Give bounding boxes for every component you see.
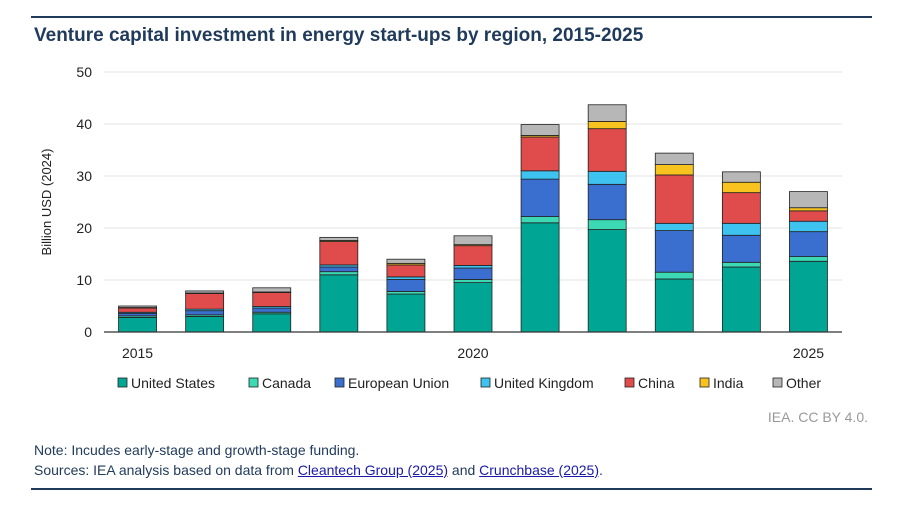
credit-label: IEA. CC BY 4.0. [767, 409, 868, 425]
bar-segment [252, 287, 292, 293]
y-tick-label: 10 [76, 272, 92, 288]
y-axis-label: Billion USD (2024) [39, 149, 54, 256]
bar-segment [587, 170, 627, 185]
legend-swatch [480, 377, 491, 388]
bar-segment [453, 267, 493, 280]
bar-segment [453, 282, 493, 333]
legend-swatch [117, 377, 128, 388]
legend-swatch [248, 377, 259, 388]
bar-segment [386, 279, 426, 292]
bar-segment [654, 152, 694, 165]
bar-segment [654, 174, 694, 224]
bar-segment [118, 305, 157, 308]
legend-swatch [334, 377, 345, 388]
legend-label: Other [786, 375, 821, 391]
bar-segment [520, 222, 560, 333]
bar-segment [789, 210, 828, 222]
bar-segment [654, 230, 694, 273]
bar-segment [386, 258, 426, 264]
bar-segment [520, 124, 560, 136]
bar-segment [789, 260, 828, 333]
legend-label: United States [131, 375, 215, 391]
bar-segment [789, 231, 828, 257]
bar-segment [789, 191, 828, 209]
bar-segment [252, 307, 292, 313]
bar-segment [520, 136, 560, 172]
bar-segment [789, 207, 828, 212]
bar-segment [319, 266, 359, 273]
bar-segment [185, 310, 225, 316]
legend-label: Canada [262, 375, 311, 391]
chart-title: Venture capital investment in energy sta… [34, 25, 644, 46]
bar-segment [520, 216, 560, 224]
bar-segment [587, 128, 627, 172]
bar-segment [185, 315, 225, 333]
bar-segment [721, 192, 761, 224]
y-tick-label: 50 [76, 64, 92, 80]
bar-segment [319, 236, 359, 241]
bar-segment [453, 279, 493, 284]
bar-segment [520, 170, 560, 180]
legend-swatch [624, 377, 635, 388]
bar-segment [654, 271, 694, 280]
bar-segment [118, 307, 157, 313]
cleantech-link[interactable]: Cleantech Group (2025) [297, 462, 449, 478]
bottom-rule [31, 488, 872, 490]
bar-segment [185, 290, 225, 294]
bar-segment [721, 222, 761, 236]
sources-text: Sources: IEA analysis based on data from… [34, 460, 603, 480]
y-tick-label: 0 [84, 324, 92, 340]
bar-segment [587, 104, 627, 122]
bar-segment [386, 264, 426, 278]
footnote: Note: Incudes early-stage and growth-sta… [34, 440, 603, 480]
bar-segment [587, 121, 627, 130]
chart-canvas: 0 10 20 30 40 50 Billion USD (2024) 2015 2020 202… [39, 64, 842, 391]
y-tick-label: 30 [76, 168, 92, 184]
bar-segment [319, 271, 359, 276]
note-text: Note: Incudes early-stage and growth-sta… [34, 442, 360, 458]
bar-segment [386, 293, 426, 333]
bar-segment [789, 220, 828, 233]
bar-segment [185, 293, 225, 310]
bar-segment [118, 317, 157, 333]
legend-label: European Union [348, 375, 449, 391]
legend-label: United Kingdom [494, 375, 594, 391]
bar-segment [252, 313, 292, 333]
bar-segment [587, 183, 627, 221]
legend-swatch [772, 377, 783, 388]
bar-segment [721, 266, 761, 333]
legend-label: China [638, 375, 675, 391]
x-tick-label: 2025 [793, 345, 824, 361]
bar-segment [721, 171, 761, 183]
bar-segment [654, 222, 694, 232]
x-tick-label: 2015 [122, 345, 153, 361]
bar-segment [654, 278, 694, 333]
crunchbase-link[interactable]: Crunchbase (2025) [479, 462, 600, 478]
y-tick-label: 20 [76, 220, 92, 236]
bar-segment [721, 181, 761, 194]
legend-swatch [699, 377, 710, 388]
bar-segment [721, 234, 761, 263]
sources-prefix: Sources: IEA analysis based on data from [34, 462, 298, 478]
bar-segment [587, 219, 627, 230]
bar-segment [721, 261, 761, 268]
legend-label: India [713, 375, 744, 391]
bar-segment [520, 178, 560, 217]
bar-segment [789, 256, 828, 262]
bar-segment [453, 235, 493, 246]
sources-suffix: . [599, 462, 603, 478]
bar-segment [453, 245, 493, 266]
sources-middle: and [448, 462, 480, 478]
bar-segment [252, 292, 292, 307]
top-rule [31, 16, 872, 18]
bar-segment [587, 229, 627, 333]
x-tick-label: 2020 [457, 345, 488, 361]
y-tick-label: 40 [76, 116, 92, 132]
bar-segment [319, 274, 359, 333]
bar-segment [319, 241, 359, 266]
bar-segment [654, 164, 694, 176]
